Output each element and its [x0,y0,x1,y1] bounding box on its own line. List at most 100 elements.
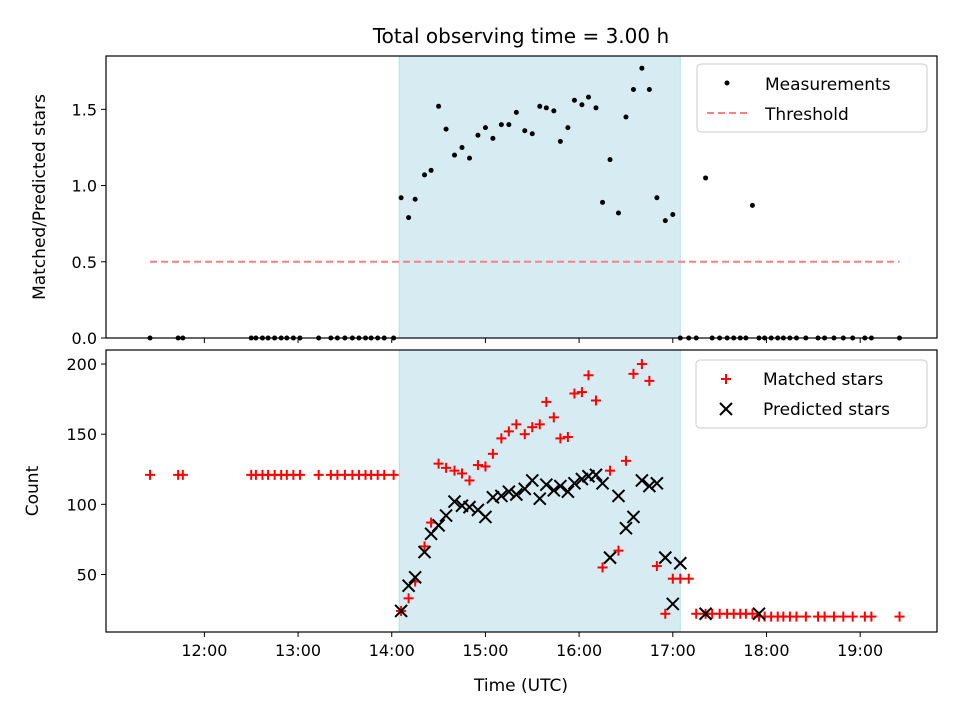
measurement-point [467,155,473,161]
predicted-star-point [447,494,462,509]
measurement-point [639,65,645,71]
panel-count: 12:00 13:00 14:00 15:00 16:00 17:00 18:00 19:00… [23,349,938,696]
measurement-point [607,157,613,163]
x-tick-label: 19:00 [837,641,883,660]
predicted-star-point [619,521,633,535]
measurement-point [506,122,512,128]
predicted-star-point [650,476,664,490]
panel-ratio: 0.0 0.5 1.0 1.5 Matched/Predicted stars Mea… [30,55,938,348]
measurement-point [422,172,428,178]
matched-star-point [555,433,566,444]
predicted-star-point [509,487,524,502]
panel-count-ticks: 12:00 13:00 14:00 15:00 16:00 17:00 18:00 19:00… [66,355,883,660]
matched-star-point [620,455,631,466]
predicted-star-point [698,607,713,621]
matched-star-point [548,412,559,423]
x-axis-label: Time (UTC) [473,676,568,696]
matched-star-point [527,422,538,433]
matched-star-point [651,561,662,572]
matched-star-point [636,359,647,370]
measurement-point [452,152,458,158]
measurement-point [623,114,629,120]
x-tick-label: 18:00 [743,641,789,660]
panel-count-legend: Matched stars Predicted stars [695,359,928,429]
x-tick-label: 16:00 [556,641,602,660]
panel-ratio-marks [147,65,903,341]
measurement-point [662,218,668,224]
y-tick-label: 0.5 [72,253,97,272]
measurement-point [551,108,557,114]
predicted-star-point [567,476,582,490]
measurement-point [585,94,591,100]
matched-star-point [828,611,839,622]
x-tick-label: 14:00 [369,641,415,660]
matched-star-point [433,458,444,469]
matched-star-point [313,469,324,480]
measurement-point [749,202,755,208]
predicted-star-point [658,550,673,565]
matched-star-point [449,465,460,476]
measurement-point [565,125,571,131]
measurement-point [529,131,535,137]
matched-star-point [791,611,802,622]
matched-star-point [441,462,452,473]
matched-star-point [644,375,655,386]
predicted-star-point [635,473,649,488]
predicted-star-point [642,479,657,493]
matched-star-point [583,370,594,381]
measurement-point [571,97,577,103]
x-tick-label: 12:00 [181,641,227,660]
measurement-point [412,196,418,202]
measurement-point [593,105,599,111]
matched-star-point [605,465,616,476]
legend-marker-measurements [724,80,730,86]
matched-star-point [562,431,573,442]
predicted-star-point [673,556,688,570]
predicted-star-point [502,484,516,499]
matched-star-point [294,469,305,480]
legend-label-measurements: Measurements [765,75,891,95]
predicted-star-point [539,477,554,492]
matched-star-point [457,468,468,479]
matched-star-point [691,608,702,619]
panel-count-frame [105,349,938,633]
matched-star-point [480,461,491,472]
panel-count-marks [145,359,905,622]
y-tick-label: 50 [77,565,97,584]
y-tick-label: 1.5 [72,100,97,119]
matched-star-point [675,573,686,584]
y-tick-label: 0.0 [72,329,97,348]
predicted-star-point [478,510,493,524]
measurement-point [482,125,488,131]
panel-ratio-ylabel: Matched/Predicted stars [30,94,50,300]
matched-star-point [379,469,390,480]
matched-star-point [145,469,156,480]
predicted-star-point [589,468,603,482]
panel-ratio-shade [398,55,681,339]
matched-star-point [590,395,601,406]
measurement-point [543,105,549,111]
measurement-point [475,132,481,138]
measurement-point [513,109,519,115]
matched-star-point [487,448,498,459]
y-tick-label: 150 [66,425,97,444]
matched-star-point [866,611,877,622]
matched-star-point [388,469,399,480]
panel-ratio-legend: Measurements Threshold [696,63,928,133]
matched-star-point [628,368,639,379]
measurement-point [398,195,404,201]
predicted-star-point [401,578,416,593]
matched-star-point [683,573,694,584]
predicted-star-point [417,545,432,559]
measurement-point [490,135,496,141]
measurement-point [537,103,543,109]
measurement-point [557,138,563,144]
chart-title: Total observing time = 3.00 h [372,24,669,48]
y-tick-label: 100 [66,495,97,514]
predicted-star-point [394,604,408,618]
matched-star-point [403,593,414,604]
measurement-point [522,128,528,134]
matched-star-point [464,475,475,486]
panel-count-shade [398,349,681,633]
measurement-point [615,210,621,216]
